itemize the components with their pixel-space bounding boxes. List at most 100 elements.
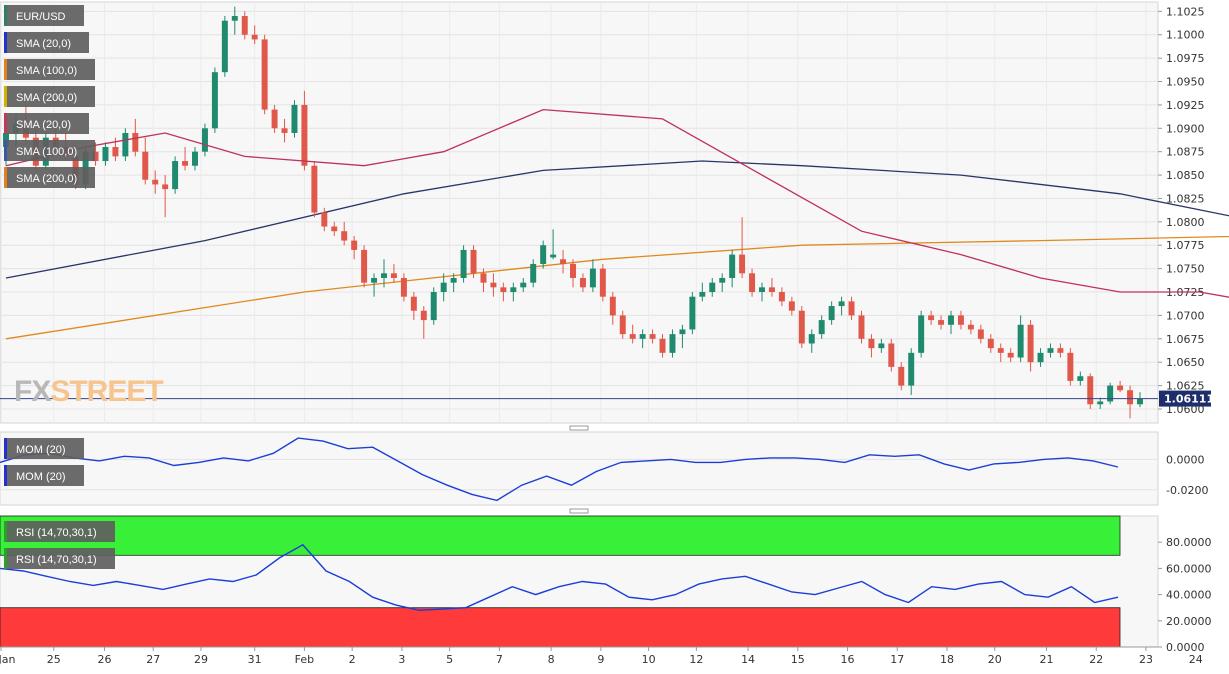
candle-body: [440, 282, 447, 293]
candle-body: [142, 151, 149, 180]
candle-body: [211, 72, 218, 129]
momentum-panel: 0.0000 -0.0200: [0, 431, 1208, 514]
candle-body: [729, 254, 736, 278]
price-tick-label: 1.0925: [1166, 99, 1205, 112]
candle-body: [967, 324, 974, 330]
candle-body: [500, 287, 507, 293]
candle-body: [689, 296, 696, 330]
legend-label: SMA (20,0): [16, 38, 71, 50]
momentum-tick-label: 0.0000: [1166, 453, 1205, 466]
candle-body: [1017, 324, 1024, 358]
legend-box-bg: [4, 113, 89, 134]
price-tick-label: 1.0800: [1166, 216, 1205, 229]
candle-body: [271, 109, 278, 129]
candle-body: [1127, 390, 1134, 405]
candle-body: [1027, 324, 1034, 363]
candle-body: [172, 161, 179, 190]
sma-200-line: [5, 235, 1229, 340]
candle-body: [122, 132, 129, 157]
candle-body: [132, 132, 139, 152]
candle-body: [112, 147, 119, 157]
candle-body: [759, 287, 765, 293]
svg-text:FXSTREET: FXSTREET: [14, 375, 163, 408]
candle-body: [540, 245, 547, 264]
x-tick-label: 9: [597, 653, 604, 666]
candle-body: [241, 16, 248, 35]
candle-body: [520, 282, 527, 288]
candle-body: [629, 334, 636, 339]
legend-color-swatch: [4, 140, 7, 161]
legend-box-bg: [4, 438, 84, 459]
candle-body: [570, 263, 576, 278]
legend-color-swatch: [4, 32, 7, 53]
x-tick-label: 23: [1139, 653, 1153, 666]
candle-body: [390, 273, 397, 278]
candle-body: [291, 104, 298, 133]
candle-body: [1137, 398, 1143, 405]
candle-body: [639, 334, 646, 339]
candle-body: [908, 352, 915, 386]
legend-box-bg: [4, 86, 95, 107]
candle-body: [1107, 385, 1114, 402]
price-tick-label: 1.1000: [1166, 29, 1205, 42]
price-legend-item: SMA (20,0): [4, 32, 89, 53]
candle-body: [669, 334, 676, 353]
x-tick-label: 17: [890, 653, 904, 666]
x-tick-label: 3: [398, 653, 405, 666]
candle-body: [739, 254, 746, 274]
candle-body: [948, 315, 954, 325]
candle-body: [987, 338, 994, 349]
legend-box-bg: [4, 140, 95, 161]
candle-body: [470, 249, 477, 274]
candle-body: [361, 249, 368, 283]
candle-body: [679, 329, 686, 335]
price-tick-label: 1.0875: [1166, 146, 1205, 159]
candle-body: [898, 366, 905, 386]
candle-body: [1037, 352, 1044, 363]
rsi-overbought-zone: [0, 515, 1121, 556]
x-tick-label: 5: [446, 653, 453, 666]
candle-body: [3, 132, 9, 148]
candle-body: [410, 296, 417, 311]
legend-color-swatch: [4, 438, 7, 459]
price-panel-bg: [0, 1, 1159, 424]
x-tick-label: 18: [940, 653, 954, 666]
legend-label: SMA (200,0): [16, 173, 77, 185]
candle-body: [659, 338, 666, 353]
candle-body: [709, 282, 716, 293]
indicator-legends: EUR/USD SMA (20,0) SMA (100,0) SMA (200,0) S…: [4, 5, 115, 569]
momentum-line: [0, 437, 1119, 502]
candle-body: [341, 231, 348, 241]
candle-body: [201, 128, 208, 152]
momentum-legend-item: MOM (20): [4, 438, 84, 459]
rsi-legend-item: RSI (14,70,30,1): [4, 548, 115, 569]
candle-body: [808, 334, 815, 344]
x-axis: Jan 25 26 27 29 31 Feb 2 3 5 7 8 9 10 12 14 15 16 17 18 20 21…: [0, 646, 1203, 666]
watermark-street: STREET: [50, 375, 163, 408]
x-tick-label: 8: [548, 653, 555, 666]
legend-label: SMA (20,0): [16, 119, 71, 131]
x-tick-label: 21: [1039, 653, 1053, 666]
legend-color-swatch: [4, 548, 7, 569]
last-price-badge: [1159, 390, 1211, 407]
candle-body: [579, 277, 586, 288]
candle-body: [938, 320, 945, 325]
panel-splitter-handle: [569, 425, 589, 431]
legend-color-swatch: [4, 86, 7, 107]
candle-body: [1057, 348, 1064, 353]
candle-body: [768, 287, 775, 293]
x-tick-label: 27: [146, 653, 160, 666]
rsi-tick-label: 60.0000: [1166, 562, 1212, 575]
fxstreet-watermark: FXSTREET: [14, 375, 164, 408]
legend-box-bg: [4, 59, 95, 80]
legend-label: SMA (100,0): [16, 65, 77, 77]
x-tick-label: 29: [194, 653, 208, 666]
candle-body: [550, 254, 557, 258]
price-tick-label: 1.0675: [1166, 333, 1205, 346]
candle-body: [420, 310, 427, 321]
candle-body: [848, 301, 855, 316]
momentum-panel-bg: [0, 431, 1159, 506]
candle-body: [450, 277, 457, 283]
candle-body: [311, 165, 318, 213]
